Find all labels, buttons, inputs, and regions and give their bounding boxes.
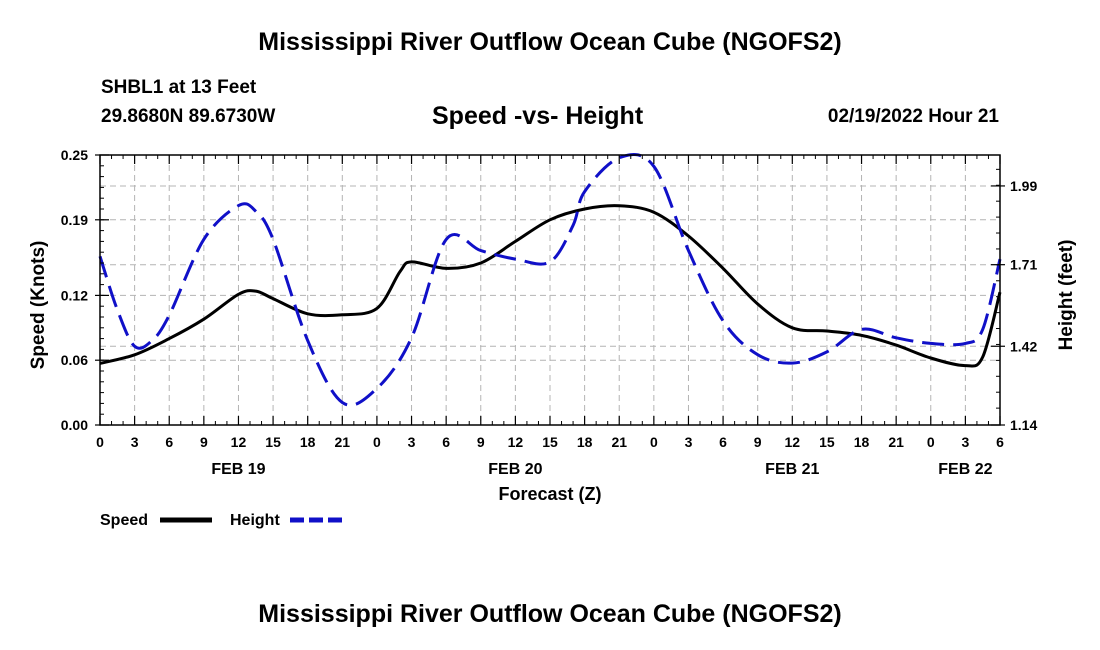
x-tick-label: 6 [719, 434, 727, 450]
station-coords: 29.8680N 89.6730W [101, 106, 276, 127]
y-tick-label: 0.12 [61, 287, 88, 303]
date-label: FEB 21 [765, 461, 819, 478]
x-tick-label: 18 [577, 434, 593, 450]
x-tick-label: 0 [373, 434, 381, 450]
x-tick-label: 12 [231, 434, 247, 450]
x-tick-label: 0 [96, 434, 104, 450]
y-axis-title: Speed (Knots) [28, 241, 49, 370]
x-tick-label: 3 [131, 434, 139, 450]
y-tick-label: 0.00 [61, 417, 88, 433]
footer-title: Mississippi River Outflow Ocean Cube (NG… [258, 600, 842, 628]
station-label: SHBL1 at 13 Feet [101, 77, 257, 98]
x-tick-label: 12 [785, 434, 801, 450]
grid-lines [100, 155, 1000, 425]
x-tick-label: 3 [408, 434, 416, 450]
series-line-speed [99, 204, 1002, 368]
x-tick-label: 0 [650, 434, 658, 450]
x-tick-label: 3 [961, 434, 969, 450]
legend-label-speed: Speed [100, 512, 148, 529]
x-tick-label: 21 [335, 434, 351, 450]
x-tick-label: 6 [442, 434, 450, 450]
axis-ticks [95, 154, 1005, 426]
date-label: FEB 20 [488, 461, 542, 478]
x-tick-label: 15 [265, 434, 281, 450]
series-layer [98, 153, 1002, 407]
series-line-height [98, 153, 1002, 407]
x-tick-label: 18 [300, 434, 316, 450]
x-tick-label: 0 [927, 434, 935, 450]
x-tick-label: 15 [542, 434, 558, 450]
x-tick-label: 3 [685, 434, 693, 450]
x-tick-label: 15 [819, 434, 835, 450]
y-tick-label: 0.25 [61, 147, 88, 163]
y2-tick-label: 1.42 [1010, 338, 1037, 354]
x-tick-label: 6 [165, 434, 173, 450]
y2-tick-label: 1.14 [1010, 417, 1037, 433]
axis-labels: 0 3 6 9 12 15 18 21 0 3 6 9 12 15 18 21 0 3 6 9 12 15 18 21 0 3 6 0… [28, 147, 1077, 504]
y-tick-label: 0.19 [61, 212, 88, 228]
y-tick-label: 0.06 [61, 352, 88, 368]
y2-tick-label: 1.71 [1010, 257, 1037, 273]
chart-subtitle: Speed -vs- Height [432, 102, 644, 130]
date-label: FEB 22 [938, 461, 992, 478]
chart-title: Mississippi River Outflow Ocean Cube (NG… [258, 28, 842, 56]
y2-tick-label: 1.99 [1010, 178, 1037, 194]
x-tick-label: 18 [854, 434, 870, 450]
legend-label-height: Height [230, 512, 280, 529]
x-tick-label: 9 [477, 434, 485, 450]
x-tick-label: 12 [508, 434, 524, 450]
x-tick-label: 21 [611, 434, 627, 450]
x-tick-label: 9 [754, 434, 762, 450]
y2-axis-title: Height (feet) [1056, 240, 1077, 351]
x-tick-label: 6 [996, 434, 1004, 450]
x-tick-label: 9 [200, 434, 208, 450]
x-tick-label: 21 [888, 434, 904, 450]
forecast-datetime: 02/19/2022 Hour 21 [827, 106, 999, 127]
legend: Speed Height [100, 512, 342, 529]
x-axis-title: Forecast (Z) [498, 484, 601, 504]
date-label: FEB 19 [211, 461, 265, 478]
